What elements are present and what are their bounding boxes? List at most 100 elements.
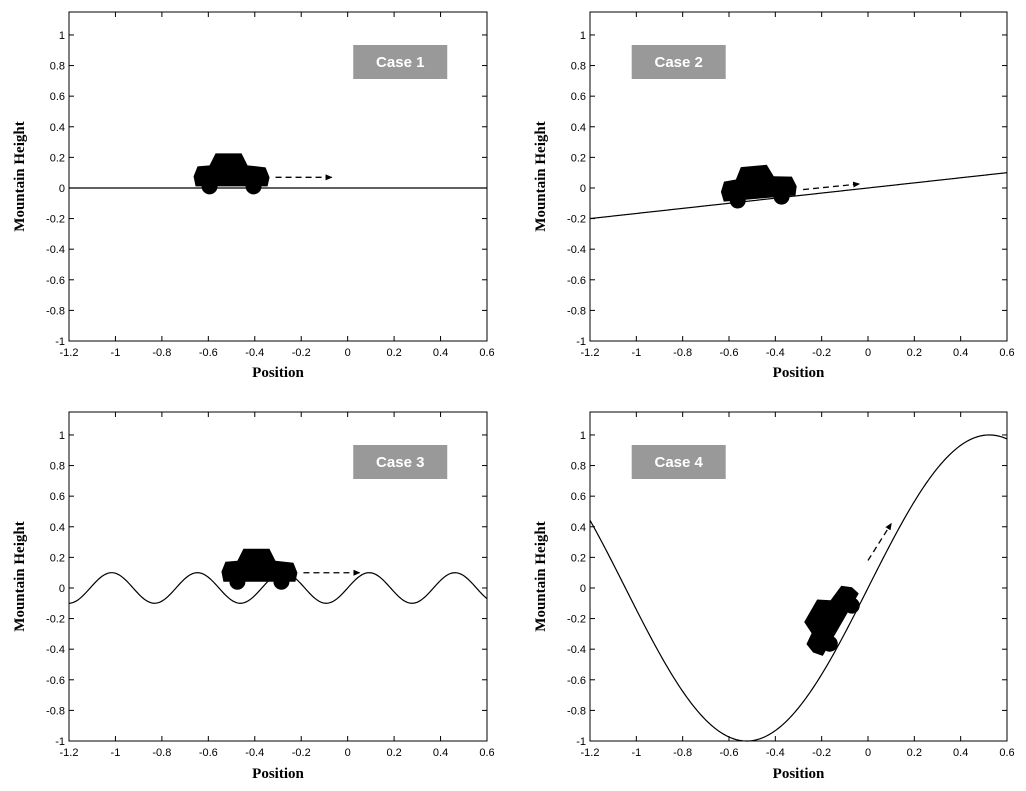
y-tick-label: -0.8 [567, 705, 586, 717]
x-tick-label: -0.2 [812, 747, 831, 759]
chart-panel-3: -1-0.8-0.6-0.4-0.200.20.40.60.81-1.2 -1 -0… [12, 411, 495, 782]
y-tick-label: -0.6 [567, 675, 586, 687]
x-tick-label: -0.2 [812, 347, 831, 359]
y-tick-label: 0.4 [571, 522, 586, 534]
case-badge-bg [353, 45, 448, 79]
x-tick-label: 0.4 [433, 747, 448, 759]
y-tick-label: -1 [576, 736, 586, 748]
y-tick-label: -0.4 [567, 644, 586, 656]
x-tick-label: 0.6 [999, 347, 1014, 359]
x-tick-label: -0.4 [245, 347, 264, 359]
case-badge: Case 1 [353, 45, 448, 79]
x-tick-label: -0.6 [720, 747, 739, 759]
x-tick-label: -0.4 [245, 747, 264, 759]
y-tick-label: -0.2 [46, 614, 65, 626]
y-tick-label: 0.6 [571, 491, 586, 503]
x-tick-label: -1.2 [581, 347, 600, 359]
y-tick-label: 0.8 [571, 461, 586, 473]
y-tick-label: 0.6 [50, 491, 65, 503]
case-badge: Case 4 [631, 445, 726, 479]
x-tick-label: -0.4 [766, 347, 785, 359]
y-tick-label: -0.8 [567, 305, 586, 317]
chart-panel-1: -1-0.8-0.6-0.4-0.200.20.40.60.81-1.2 -1 -0… [12, 11, 495, 381]
x-tick-label: 0 [865, 347, 871, 359]
x-tick-label: -1.2 [60, 347, 79, 359]
chart-panel-4: -1-0.8-0.6-0.4-0.200.20.40.60.81-1.2 -1 -0… [533, 411, 1015, 782]
y-tick-label: 0.8 [571, 61, 586, 73]
x-tick-label: 0.2 [907, 747, 922, 759]
x-tick-label: -1 [631, 747, 641, 759]
y-tick-label: -0.4 [46, 244, 65, 256]
x-tick-label: 0.6 [479, 347, 494, 359]
y-tick-label: 0.8 [50, 461, 65, 473]
x-tick-label: -0.2 [292, 347, 311, 359]
y-tick-label: 0.8 [50, 61, 65, 73]
case-badge: Case 3 [353, 445, 448, 479]
y-tick-label: 0 [580, 583, 586, 595]
x-tick-label: 0 [345, 747, 351, 759]
case-badge-label: Case 4 [655, 454, 704, 471]
x-tick-label: -0.8 [673, 747, 692, 759]
mountain-curve [589, 434, 1008, 742]
y-axis-label: Mountain Height [533, 521, 549, 631]
y-tick-label: -0.4 [567, 244, 586, 256]
y-tick-label: 0.2 [50, 152, 65, 164]
x-tick-label: -0.6 [720, 347, 739, 359]
y-tick-label: 0 [59, 183, 65, 195]
x-tick-label: -1.2 [581, 747, 600, 759]
y-tick-label: -0.2 [567, 614, 586, 626]
y-axis-label: Mountain Height [533, 121, 549, 231]
y-tick-label: -1 [55, 736, 65, 748]
x-tick-label: -0.8 [152, 747, 171, 759]
y-tick-label: -1 [576, 336, 586, 348]
case-badge-label: Case 3 [376, 454, 424, 471]
y-tick-label: -1 [55, 336, 65, 348]
y-tick-label: -0.8 [46, 705, 65, 717]
y-tick-label: 0 [59, 583, 65, 595]
y-tick-label: 0.2 [571, 152, 586, 164]
x-tick-label: -0.8 [673, 347, 692, 359]
direction-arrow [867, 522, 892, 561]
x-tick-label: 0 [345, 347, 351, 359]
x-tick-label: 0.6 [999, 747, 1014, 759]
y-tick-label: 0.2 [571, 552, 586, 564]
y-tick-label: 1 [580, 430, 586, 442]
y-tick-label: -0.2 [567, 214, 586, 226]
y-tick-label: 0.4 [50, 122, 65, 134]
y-tick-label: 0.4 [50, 522, 65, 534]
case-badge-bg [631, 445, 726, 479]
x-tick-label: 0 [865, 747, 871, 759]
x-tick-label: 0.4 [433, 347, 448, 359]
y-tick-label: 0.4 [571, 122, 586, 134]
x-tick-label: -1.2 [60, 747, 79, 759]
y-tick-label: -0.6 [46, 275, 65, 287]
y-tick-label: 1 [59, 30, 65, 42]
x-tick-label: 0.2 [386, 347, 401, 359]
x-tick-label: 0.4 [953, 747, 968, 759]
x-axis-label: Position [252, 365, 304, 381]
x-axis-label: Position [773, 766, 825, 782]
y-tick-label: -0.2 [46, 214, 65, 226]
y-tick-label: 1 [580, 30, 586, 42]
y-tick-label: 0 [580, 183, 586, 195]
x-tick-label: 0.6 [479, 747, 494, 759]
x-axis-label: Position [252, 766, 304, 782]
case-badge: Case 2 [631, 45, 726, 79]
x-tick-label: 0.2 [907, 347, 922, 359]
x-tick-label: -0.6 [199, 747, 218, 759]
mountain-curve [589, 172, 1008, 220]
x-tick-label: -1 [111, 747, 121, 759]
y-axis-label: Mountain Height [12, 121, 28, 231]
case-badge-bg [631, 45, 726, 79]
x-tick-label: -1 [111, 347, 121, 359]
y-tick-label: 0.6 [571, 91, 586, 103]
chart-panel-2: -1-0.8-0.6-0.4-0.200.20.40.60.81-1.2 -1 -0… [533, 11, 1015, 381]
x-tick-label: -0.8 [152, 347, 171, 359]
x-tick-label: -0.4 [766, 747, 785, 759]
y-tick-label: 0.6 [50, 91, 65, 103]
x-tick-label: -0.2 [292, 747, 311, 759]
case-badge-label: Case 2 [655, 54, 703, 71]
y-tick-label: -0.6 [567, 275, 586, 287]
y-tick-label: -0.6 [46, 675, 65, 687]
